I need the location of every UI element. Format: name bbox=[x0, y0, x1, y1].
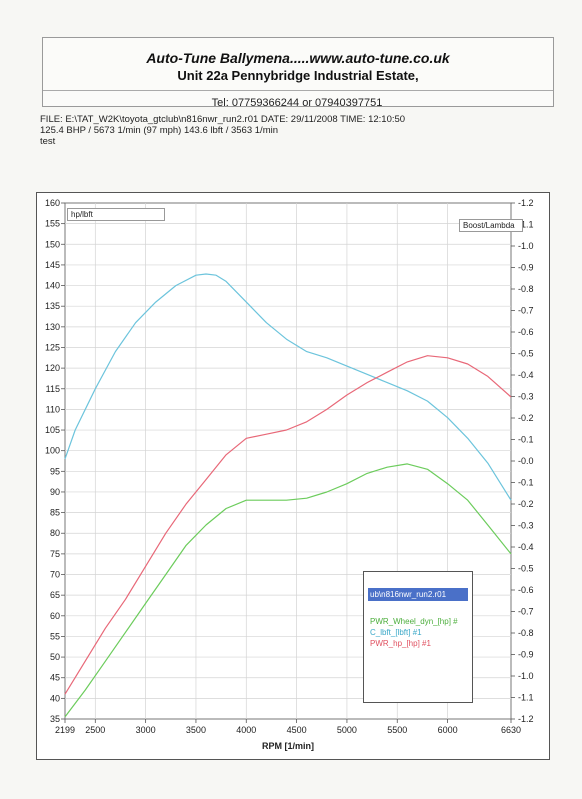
run-note: test bbox=[40, 136, 56, 147]
y-tick-label: 120 bbox=[45, 363, 60, 373]
x-tick-label: 2500 bbox=[85, 725, 105, 735]
run-info: FILE: E:\TAT_W2K\toyota_gtclub\n816nwr_r… bbox=[40, 114, 405, 147]
x-tick-label: 4500 bbox=[287, 725, 307, 735]
legend-item-wheel-power: PWR_Wheel_dyn_[hp] # bbox=[370, 617, 458, 626]
y-tick-label: 150 bbox=[45, 239, 60, 249]
legend: ub\n816nwr_run2.r01 PWR_Wheel_dyn_[hp] #… bbox=[363, 571, 473, 703]
y2-tick-label: -1.0 bbox=[518, 671, 534, 681]
y2-tick-label: -0.3 bbox=[518, 392, 534, 402]
y2-tick-label: -0.8 bbox=[518, 284, 534, 294]
y-tick-label: 85 bbox=[50, 508, 60, 518]
y-tick-label: 65 bbox=[50, 590, 60, 600]
y2-tick-label: -0.0 bbox=[518, 456, 534, 466]
y2-tick-label: -1.1 bbox=[518, 220, 534, 230]
legend-item-power: PWR_hp_[hp] #1 bbox=[370, 639, 431, 648]
y-tick-label: 105 bbox=[45, 425, 60, 435]
y2-tick-label: -0.7 bbox=[518, 306, 534, 316]
y2-tick-label: -0.2 bbox=[518, 499, 534, 509]
legend-item-torque: C_lbft_[lbft] #1 bbox=[370, 628, 422, 637]
y2-tick-label: -0.4 bbox=[518, 542, 534, 552]
y2-tick-label: -1.2 bbox=[518, 714, 534, 724]
dyno-chart: 35 40 45 50 55 60 65 70 75 80 85 90 95 100 105 110 115 12… bbox=[45, 198, 534, 751]
series-line-0 bbox=[64, 273, 512, 501]
y-tick-label: 115 bbox=[46, 384, 60, 394]
y-tick-label: 155 bbox=[45, 219, 60, 229]
series-line-2 bbox=[64, 463, 512, 718]
y2-tick-label: -0.5 bbox=[518, 349, 534, 359]
x-tick-label: 5500 bbox=[387, 725, 407, 735]
y-tick-label: 60 bbox=[50, 611, 60, 621]
y2-tick-label: -0.5 bbox=[518, 564, 534, 574]
x-axis-label: RPM [1/min] bbox=[262, 741, 314, 751]
x-tick-label: 6000 bbox=[438, 725, 458, 735]
chart-frame: 35 40 45 50 55 60 65 70 75 80 85 90 95 100 105 110 115 12… bbox=[36, 192, 550, 760]
company-address: Unit 22a Pennybridge Industrial Estate, bbox=[177, 68, 419, 83]
y-axis-label: hp/lbft bbox=[67, 208, 165, 221]
company-phone: Tel: 07759366244 or 07940397751 bbox=[211, 97, 383, 109]
series-line-1 bbox=[64, 355, 512, 695]
y-tick-label: 160 bbox=[45, 198, 60, 208]
x-tick-label: 5000 bbox=[337, 725, 357, 735]
peak-figures: 125.4 BHP / 5673 1/min (97 mph) 143.6 lb… bbox=[40, 125, 278, 136]
y2-tick-label: -0.7 bbox=[518, 607, 534, 617]
y-tick-label: 140 bbox=[45, 281, 60, 291]
y-tick-label: 135 bbox=[45, 301, 60, 311]
y2-tick-label: -1.2 bbox=[518, 198, 534, 208]
y2-tick-label: -0.9 bbox=[518, 263, 534, 273]
y-tick-label: 80 bbox=[50, 528, 60, 538]
x-tick-label: 4000 bbox=[236, 725, 256, 735]
y-tick-label: 110 bbox=[46, 404, 60, 414]
y2-tick-label: -0.6 bbox=[518, 585, 534, 595]
file-info: FILE: E:\TAT_W2K\toyota_gtclub\n816nwr_r… bbox=[40, 114, 406, 125]
y2-axis-label: Boost/Lambda bbox=[459, 219, 523, 232]
y2-tick-label: -0.3 bbox=[518, 521, 534, 531]
y-tick-label: 125 bbox=[45, 342, 60, 352]
y-tick-label: 100 bbox=[45, 446, 60, 456]
y2-tick-label: -0.6 bbox=[518, 327, 534, 337]
y-tick-label: 40 bbox=[50, 693, 60, 703]
y-tick-label: 50 bbox=[50, 652, 60, 662]
y-tick-label: 70 bbox=[50, 570, 60, 580]
y-tick-label: 130 bbox=[45, 322, 60, 332]
y2-tick-label: -0.1 bbox=[518, 435, 534, 445]
y-tick-label: 90 bbox=[50, 487, 60, 497]
y2-tick-label: -1.1 bbox=[518, 693, 534, 703]
x-tick-label: 6630 bbox=[501, 725, 521, 735]
y-tick-label: 95 bbox=[50, 466, 60, 476]
y2-tick-label: -1.0 bbox=[518, 241, 534, 251]
x-tick-label: 3000 bbox=[136, 725, 156, 735]
y-tick-label: 75 bbox=[50, 549, 60, 559]
y2-tick-label: -0.9 bbox=[518, 650, 534, 660]
header-divider bbox=[43, 90, 553, 91]
header-box: Auto-Tune Ballymena.....www.auto-tune.co… bbox=[42, 37, 554, 107]
y-tick-label: 55 bbox=[50, 631, 60, 641]
y2-tick-label: -0.4 bbox=[518, 370, 534, 380]
y2-tick-label: -0.8 bbox=[518, 628, 534, 638]
x-tick-label: 3500 bbox=[186, 725, 206, 735]
y2-tick-label: -0.2 bbox=[518, 413, 534, 423]
y-tick-label: 45 bbox=[50, 673, 60, 683]
y2-tick-label: -0.1 bbox=[518, 478, 534, 488]
y-tick-label: 35 bbox=[50, 714, 60, 724]
legend-title: ub\n816nwr_run2.r01 bbox=[368, 588, 468, 601]
y-tick-label: 145 bbox=[45, 260, 60, 270]
company-title: Auto-Tune Ballymena.....www.auto-tune.co… bbox=[146, 50, 450, 66]
x-tick-label: 2199 bbox=[55, 725, 75, 735]
